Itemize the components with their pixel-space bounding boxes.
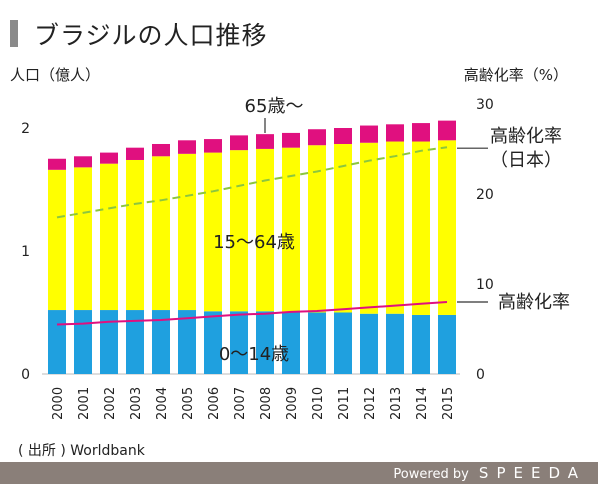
bar-age-15-64: [126, 159, 144, 311]
bar-age-0-14: [204, 311, 222, 374]
bar-age-65-plus: [152, 143, 170, 157]
right-tick-label: 0: [476, 367, 485, 383]
label-aging-rate-japan-suffix: （日本）: [490, 150, 562, 171]
title-accent-bar: [10, 20, 18, 47]
bar-age-15-64: [386, 141, 404, 314]
bar-age-15-64: [412, 141, 430, 315]
bar-age-15-64: [308, 145, 326, 313]
bar-age-0-14: [334, 312, 352, 374]
label-aging-rate-brazil: 高齢化率: [498, 292, 570, 313]
label-age-15-64: 15〜64歳: [213, 232, 295, 253]
bar-age-15-64: [178, 153, 196, 311]
bar-series: [48, 120, 456, 374]
left-axis-label: 人口（億人）: [10, 66, 100, 84]
right-tick-label: 30: [476, 97, 494, 113]
bar-age-0-14: [412, 314, 430, 374]
powered-by-label: Powered by: [393, 467, 469, 482]
bar-age-15-64: [152, 156, 170, 311]
right-tick-label: 20: [476, 187, 494, 203]
bar-age-65-plus: [48, 158, 66, 170]
bar-age-15-64: [230, 150, 248, 312]
bar-age-15-64: [438, 140, 456, 315]
right-axis-label: 高齢化率（%）: [464, 66, 568, 84]
label-aging-rate-japan: 高齢化率: [490, 126, 562, 147]
bar-age-15-64: [334, 143, 352, 313]
bar-age-65-plus: [74, 156, 92, 168]
page-title: ブラジルの人口推移: [34, 21, 268, 50]
bar-age-0-14: [74, 310, 92, 374]
bar-age-0-14: [178, 310, 196, 374]
bar-age-15-64: [282, 147, 300, 313]
x-tick-label: 2008: [259, 387, 274, 420]
bar-age-65-plus: [126, 147, 144, 160]
bar-age-65-plus: [100, 152, 118, 164]
x-tick-label: 2013: [389, 387, 404, 420]
line-aging-rate-brazil: [56, 301, 448, 326]
left-tick-label: 1: [21, 244, 30, 260]
x-tick-label: 2010: [311, 387, 326, 420]
label-age-0-14: 0〜14歳: [219, 344, 289, 365]
bar-age-0-14: [386, 313, 404, 374]
x-tick-label: 2014: [415, 387, 430, 420]
footer-bar: Powered by SPEEDA: [0, 462, 598, 484]
x-tick-label: 2007: [233, 387, 248, 420]
bar-age-15-64: [48, 169, 66, 311]
x-tick-label: 2012: [363, 387, 378, 420]
x-tick-label: 2011: [337, 387, 352, 420]
x-tick-label: 2005: [181, 387, 196, 420]
left-tick-label: 0: [21, 367, 30, 383]
x-tick-label: 2009: [285, 387, 300, 420]
bar-age-65-plus: [386, 124, 404, 142]
bar-age-65-plus: [230, 135, 248, 151]
left-tick-label: 2: [21, 121, 30, 137]
x-tick-label: 2006: [207, 387, 222, 420]
label-age-65-plus: 65歳〜: [245, 96, 304, 117]
source-note: ( 出所 ) Worldbank: [18, 443, 145, 459]
right-tick-label: 10: [476, 277, 494, 293]
bar-age-0-14: [438, 314, 456, 374]
bar-age-0-14: [152, 310, 170, 374]
x-tick-label: 2000: [51, 387, 66, 420]
x-tick-label: 2002: [103, 387, 118, 420]
bar-age-65-plus: [438, 120, 456, 141]
bar-age-15-64: [256, 148, 274, 312]
bar-age-15-64: [204, 152, 222, 312]
bar-age-65-plus: [412, 123, 430, 142]
bar-age-15-64: [74, 167, 92, 311]
line-series: [56, 146, 448, 326]
x-tick-label: 2004: [155, 387, 170, 420]
bar-age-65-plus: [282, 132, 300, 148]
footer-credit: Powered by SPEEDA: [393, 464, 586, 482]
line-aging-rate-japan: [56, 146, 448, 219]
bar-age-0-14: [126, 310, 144, 374]
bar-age-65-plus: [334, 128, 352, 144]
x-tick-label: 2003: [129, 387, 144, 420]
bar-age-0-14: [256, 311, 274, 374]
bar-age-15-64: [100, 163, 118, 311]
x-tick-label: 2015: [441, 387, 456, 420]
bar-age-0-14: [360, 313, 378, 374]
bar-age-65-plus: [308, 129, 326, 146]
bar-age-65-plus: [256, 134, 274, 149]
bar-age-0-14: [48, 310, 66, 374]
bar-age-0-14: [282, 312, 300, 374]
bar-age-65-plus: [178, 140, 196, 154]
brand-logo: SPEEDA: [478, 464, 586, 482]
bar-age-15-64: [360, 142, 378, 314]
x-tick-label: 2001: [77, 387, 92, 420]
bar-age-65-plus: [360, 125, 378, 143]
bar-age-0-14: [308, 312, 326, 374]
bar-age-65-plus: [204, 139, 222, 153]
bar-age-0-14: [230, 311, 248, 374]
bar-age-0-14: [100, 310, 118, 374]
chart-annotations: 65歳〜 15〜64歳 0〜14歳 高齢化率 （日本） 高齢化率: [213, 96, 570, 365]
